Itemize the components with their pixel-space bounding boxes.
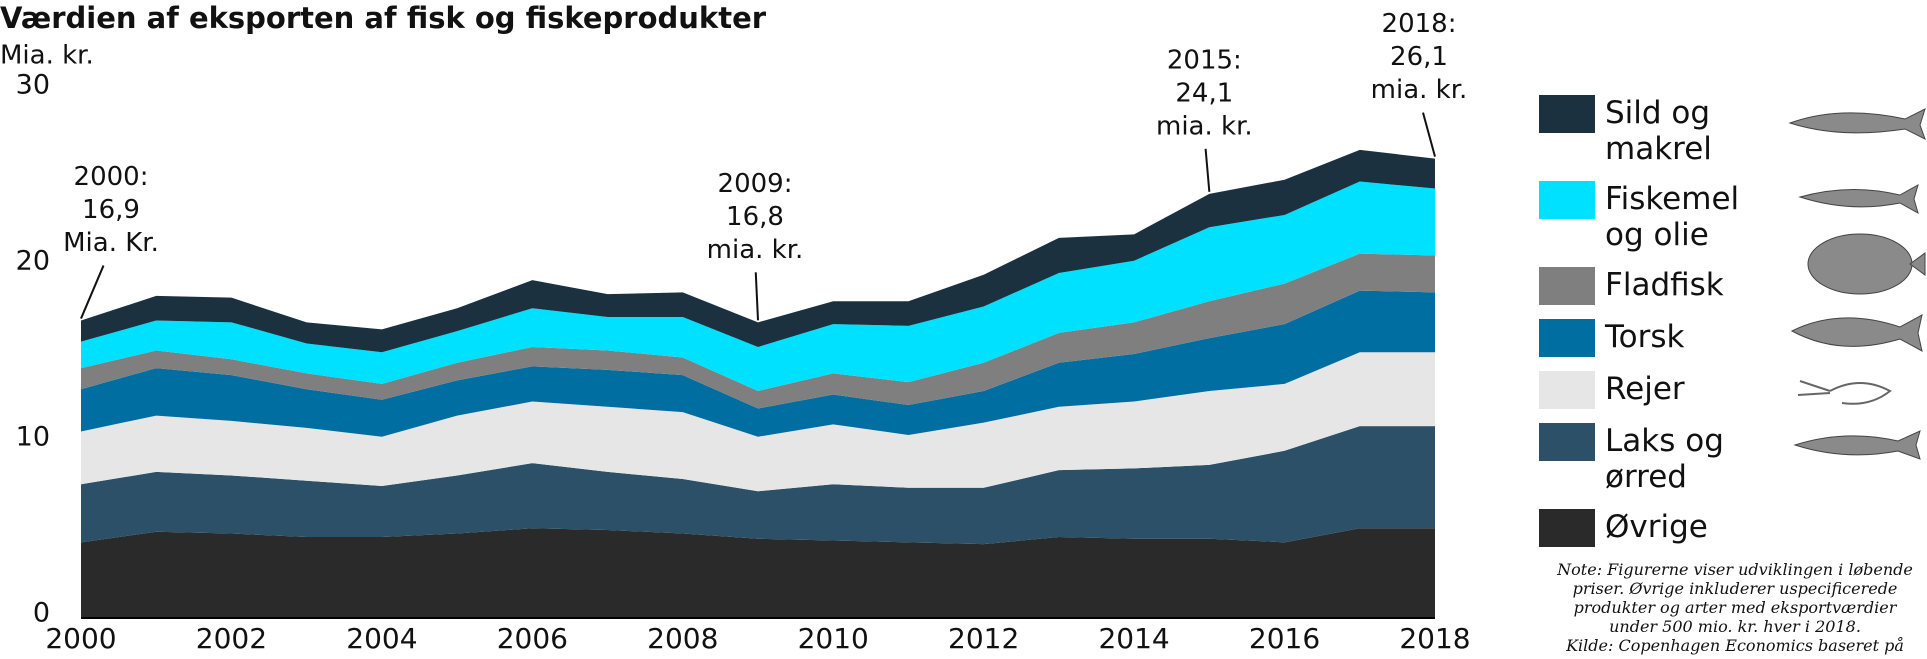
note: Note: Figurerne viser udviklingen i løbe… [1500,560,1927,655]
x-tick-label: 2012 [948,622,1019,655]
page: Værdien af eksporten af fisk og fiskepro… [0,0,1927,659]
chart-title: Værdien af eksporten af fisk og fiskepro… [0,1,767,35]
legend-item: Rejer [1539,371,1785,409]
note-line: under 500 mio. kr. hver i 2018. [1500,617,1927,636]
legend-swatch [1539,319,1595,357]
annotation-pointer [81,266,104,319]
annotation-text: 26,1 [1390,42,1448,72]
annotation-pointer [756,272,758,320]
note-line: produkter og arter med eksportværdier [1500,598,1927,617]
legend-label: Fladfisk [1605,267,1785,303]
annotation-text: 16,8 [726,202,784,232]
x-tick-label: 2004 [346,622,417,655]
legend: Sild og makrel Fiskemel og olie Fladfisk To… [1539,95,1785,547]
fish-icons [1770,95,1927,495]
annotation-text: mia. kr. [1156,111,1253,141]
annotation-text: 16,9 [82,195,140,225]
legend-label: Sild og makrel [1605,95,1785,167]
legend-swatch [1539,423,1595,461]
legend-label: Torsk [1605,319,1785,355]
note-line: Note: Figurerne viser udviklingen i løbe… [1500,560,1927,579]
annotation-text: 2009: [718,169,793,199]
fish-icon [1790,109,1925,459]
legend-item: Torsk [1539,319,1785,357]
x-tick-label: 2008 [647,622,718,655]
legend-item: Laks og ørred [1539,423,1785,495]
legend-item: Fiskemel og olie [1539,181,1785,253]
annotation-text: mia. kr. [707,235,804,265]
legend-swatch [1539,181,1595,219]
legend-label: Øvrige [1605,509,1785,545]
y-tick-label: 10 [16,422,50,453]
annotation-text: Mia. Kr. [63,228,159,258]
legend-item: Sild og makrel [1539,95,1785,167]
x-tick-label: 2014 [1098,622,1169,655]
legend-swatch [1539,267,1595,305]
annotation-text: 2018: [1382,9,1457,39]
y-tick-label: 30 [16,70,50,101]
area [81,528,1435,618]
note-line: priser. Øvrige inkluderer uspecificerede [1500,579,1927,598]
y-axis-label: Mia. kr. [0,41,94,71]
legend-swatch [1539,95,1595,133]
x-tick-label: 2018 [1399,622,1470,655]
legend-item: Øvrige [1539,509,1785,547]
legend-swatch [1539,371,1595,409]
annotation-pointer [1206,149,1210,192]
annotation-text: 2000: [74,162,149,192]
annotation-text: 24,1 [1175,78,1233,108]
y-tick-label: 20 [16,246,50,277]
x-tick-label: 2010 [798,622,869,655]
x-tick-label: 2000 [45,622,116,655]
x-tick-label: 2006 [497,622,568,655]
legend-label: Rejer [1605,371,1785,407]
annotation-text: mia. kr. [1371,75,1468,105]
x-tick-label: 2002 [196,622,267,655]
chart: Værdien af eksporten af fisk og fiskepro… [0,0,1500,659]
legend-swatch [1539,509,1595,547]
legend-label: Fiskemel og olie [1605,181,1785,253]
annotation-text: 2015: [1167,45,1242,75]
note-line: Kilde: Copenhagen Economics baseret på [1500,636,1927,655]
legend-label: Laks og ørred [1605,423,1785,495]
legend-item: Fladfisk [1539,267,1785,305]
annotation-pointer [1423,113,1435,157]
x-tick-label: 2016 [1249,622,1320,655]
